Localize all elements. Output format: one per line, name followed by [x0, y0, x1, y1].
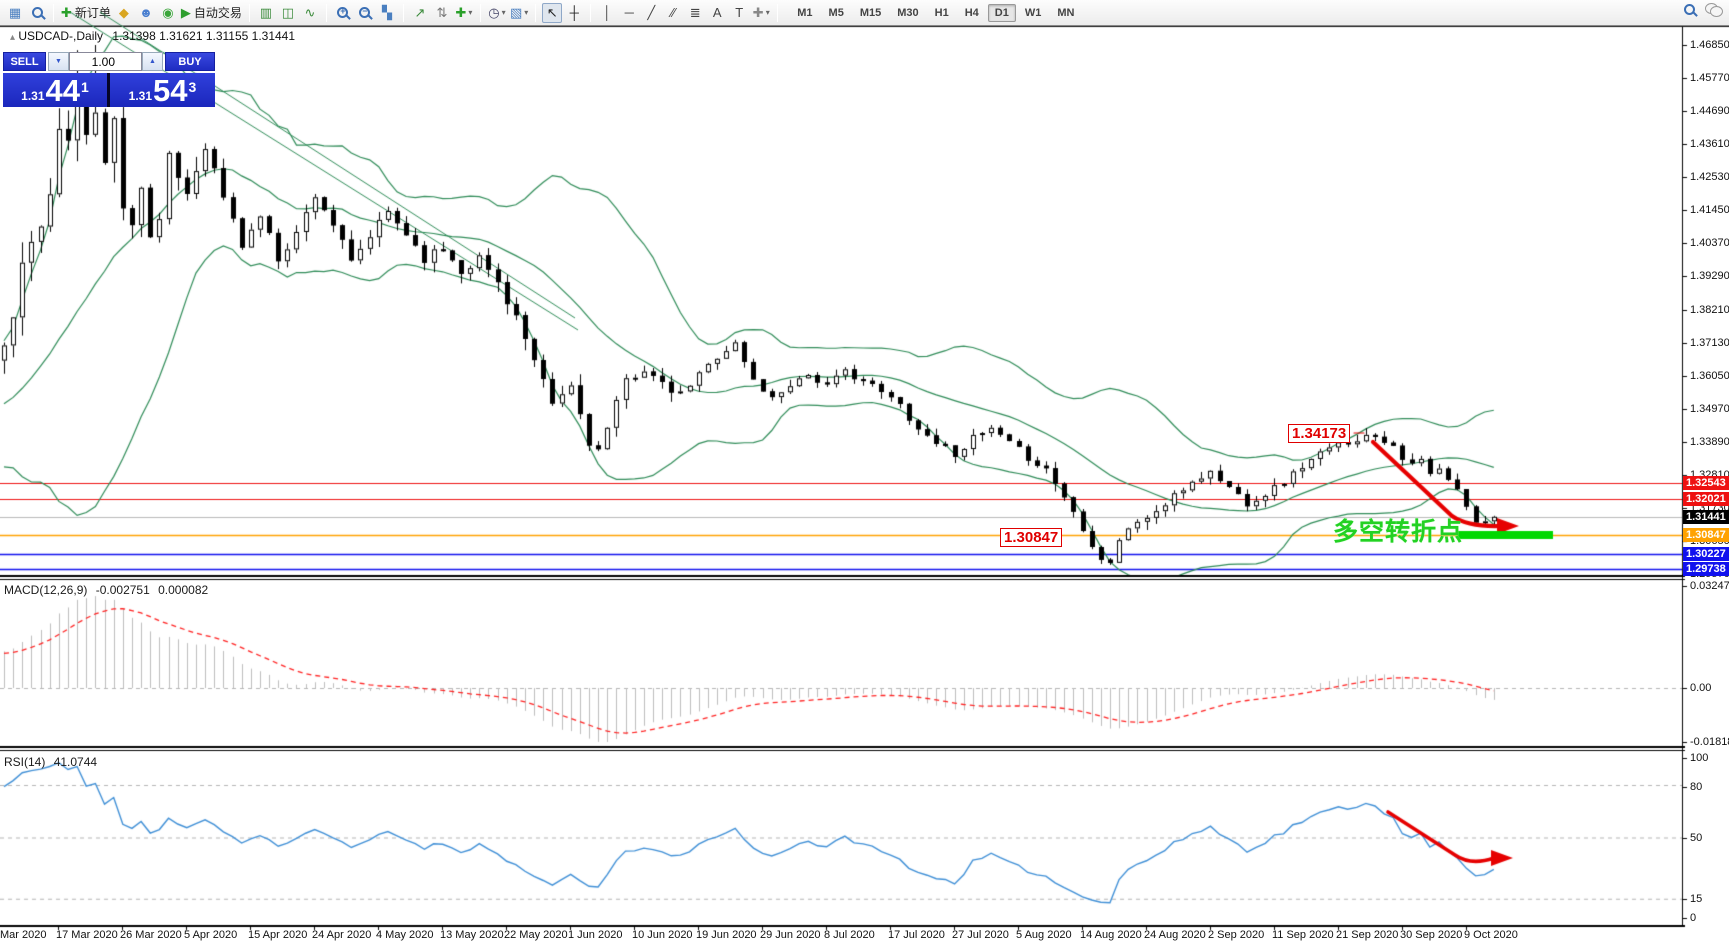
date-tick-label: 17 Jul 2020	[888, 929, 945, 941]
price-tick-label: 1.43610	[1690, 138, 1729, 151]
indicator-scale-label: 80	[1690, 781, 1703, 793]
date-tick-label: 10 Jun 2020	[632, 929, 693, 941]
indicator-scale-label: 50	[1690, 832, 1703, 844]
price-tick-label: 1.41450	[1690, 204, 1729, 217]
date-tick-label: 21 Sep 2020	[1336, 929, 1399, 941]
rsi-label: RSI(14) 41.0744	[4, 755, 98, 769]
volume-input[interactable]: 1.00	[69, 52, 142, 71]
price-badge: 1.31441	[1683, 509, 1729, 524]
sell-button[interactable]: SELL	[3, 52, 46, 71]
price-badge: 1.30227	[1683, 546, 1729, 561]
buy-price-big: 54	[153, 73, 188, 108]
date-tick-label: 30 Sep 2020	[1400, 929, 1463, 941]
date-tick-label: 11 Sep 2020	[1272, 929, 1334, 941]
sell-price-big: 44	[45, 73, 81, 108]
price-badge: 1.32543	[1683, 476, 1729, 491]
indicator-scale-label: 15	[1690, 893, 1703, 905]
price-tick-label: 1.42530	[1690, 171, 1729, 184]
price-badge: 1.30847	[1683, 527, 1729, 542]
indicator-scale-label: 0	[1690, 912, 1697, 924]
sell-price-sup: 1	[81, 79, 89, 95]
indicator-scale-label: 100	[1690, 752, 1709, 764]
price-tick-label: 1.37130	[1690, 336, 1729, 349]
date-tick-label: Mar 2020	[0, 929, 47, 941]
price-badge: 1.29738	[1683, 561, 1729, 576]
buy-button[interactable]: BUY	[165, 52, 215, 71]
date-tick-label: 26 Mar 2020	[120, 929, 182, 941]
date-tick-label: 17 Mar 2020	[56, 929, 118, 941]
price-badge: 1.32021	[1683, 492, 1729, 507]
sell-price-display[interactable]: 1.31 44 1	[3, 73, 107, 107]
price-tick-label: 1.39290	[1690, 270, 1729, 283]
date-tick-label: 13 May 2020	[440, 929, 504, 941]
date-tick-label: 14 Aug 2020	[1080, 929, 1142, 941]
one-click-trade-panel: SELL ▼ 1.00 ▲ BUY 1.31 44 1 1.31 54 3	[3, 52, 215, 107]
date-tick-label: 5 Aug 2020	[1016, 929, 1072, 941]
date-tick-label: 24 Apr 2020	[312, 929, 372, 941]
date-tick-label: 19 Jun 2020	[696, 929, 757, 941]
price-tick-label: 1.38210	[1690, 303, 1729, 316]
price-tick-label: 1.46850	[1690, 39, 1729, 51]
date-tick-label: 2 Sep 2020	[1208, 929, 1265, 941]
indicator-scale-label: -0.018182	[1690, 736, 1729, 748]
price-tick-label: 1.34970	[1690, 402, 1729, 415]
buy-price-prefix: 1.31	[128, 89, 153, 103]
support-price-label[interactable]: 1.30847	[1000, 528, 1063, 547]
date-tick-label: 22 May 2020	[504, 929, 568, 941]
indicator-scale-label: 0.00	[1690, 682, 1712, 694]
peak-price-label[interactable]: 1.34173	[1288, 424, 1351, 443]
date-tick-label: 9 Oct 2020	[1464, 929, 1518, 941]
one-click-toggle[interactable]: ▴	[10, 32, 16, 43]
volume-decrease-button[interactable]: ▼	[48, 52, 69, 71]
date-tick-label: 5 Apr 2020	[184, 929, 238, 941]
price-tick-label: 1.36050	[1690, 369, 1729, 382]
date-tick-label: 4 May 2020	[376, 929, 434, 941]
volume-increase-button[interactable]: ▲	[142, 52, 163, 71]
symbol-title: USDCAD-,Daily	[18, 29, 104, 43]
date-tick-label: 29 Jun 2020	[760, 929, 821, 941]
price-tick-label: 1.45770	[1690, 72, 1729, 85]
date-tick-label: 1 Jun 2020	[568, 929, 623, 941]
ohlc-values: 1.31398 1.31621 1.31155 1.31441	[112, 29, 296, 43]
date-tick-label: 15 Apr 2020	[248, 929, 308, 941]
macd-label: MACD(12,26,9) -0.002751 0.000082	[4, 583, 209, 597]
price-tick-label: 1.40370	[1690, 237, 1729, 250]
price-tick-label: 1.33890	[1690, 435, 1729, 448]
quote-line: ▴ USDCAD-,Daily 1.31398 1.31621 1.31155 …	[10, 29, 295, 43]
cn-turning-point-note[interactable]: 多空转折点	[1333, 518, 1464, 546]
indicator-scale-label: 0.032478	[1690, 580, 1729, 592]
date-tick-label: 27 Jul 2020	[952, 929, 1009, 941]
buy-price-display[interactable]: 1.31 54 3	[110, 73, 215, 107]
date-tick-label: 8 Jul 2020	[824, 929, 875, 941]
date-tick-label: 24 Aug 2020	[1144, 929, 1206, 941]
sell-price-prefix: 1.31	[21, 89, 45, 103]
buy-price-sup: 3	[188, 79, 197, 95]
price-tick-label: 1.44690	[1690, 105, 1729, 118]
